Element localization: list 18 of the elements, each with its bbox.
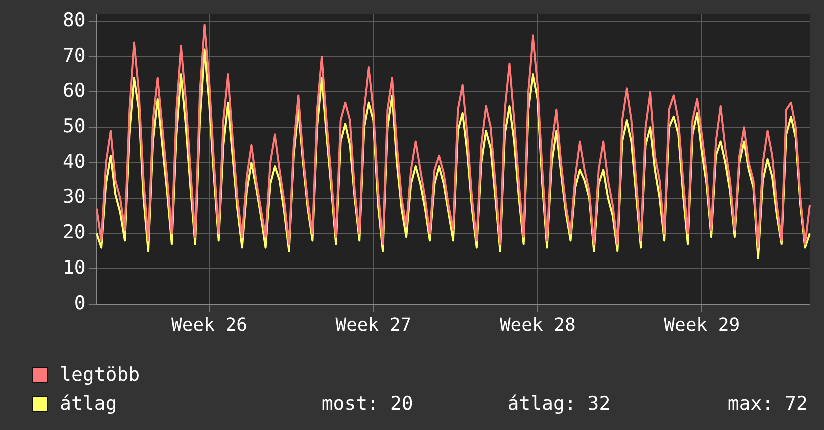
y-tick-label: 50 xyxy=(62,116,86,138)
text: most: 20 xyxy=(320,392,414,414)
x-tick-label: Week 29 xyxy=(664,314,740,336)
text: átlag: 32 xyxy=(506,392,612,414)
y-tick-label: 70 xyxy=(62,44,86,67)
legend-label: legtöbb xyxy=(60,364,142,386)
y-tick-label: 10 xyxy=(62,256,86,279)
x-tick-label: Week 27 xyxy=(336,314,412,336)
text: max: 72 xyxy=(726,392,809,414)
x-tick-label: Week 28 xyxy=(500,314,576,336)
x-tick-label: Week 26 xyxy=(172,314,248,336)
y-tick-label: 40 xyxy=(62,150,86,173)
y-tick-label: 20 xyxy=(62,222,86,244)
y-tick-label: 80 xyxy=(62,9,86,32)
legend-label: átlag xyxy=(60,392,118,414)
y-tick-label: 30 xyxy=(62,186,86,208)
y-tick-label: 60 xyxy=(62,80,86,102)
y-tick-label: 0 xyxy=(74,292,86,314)
